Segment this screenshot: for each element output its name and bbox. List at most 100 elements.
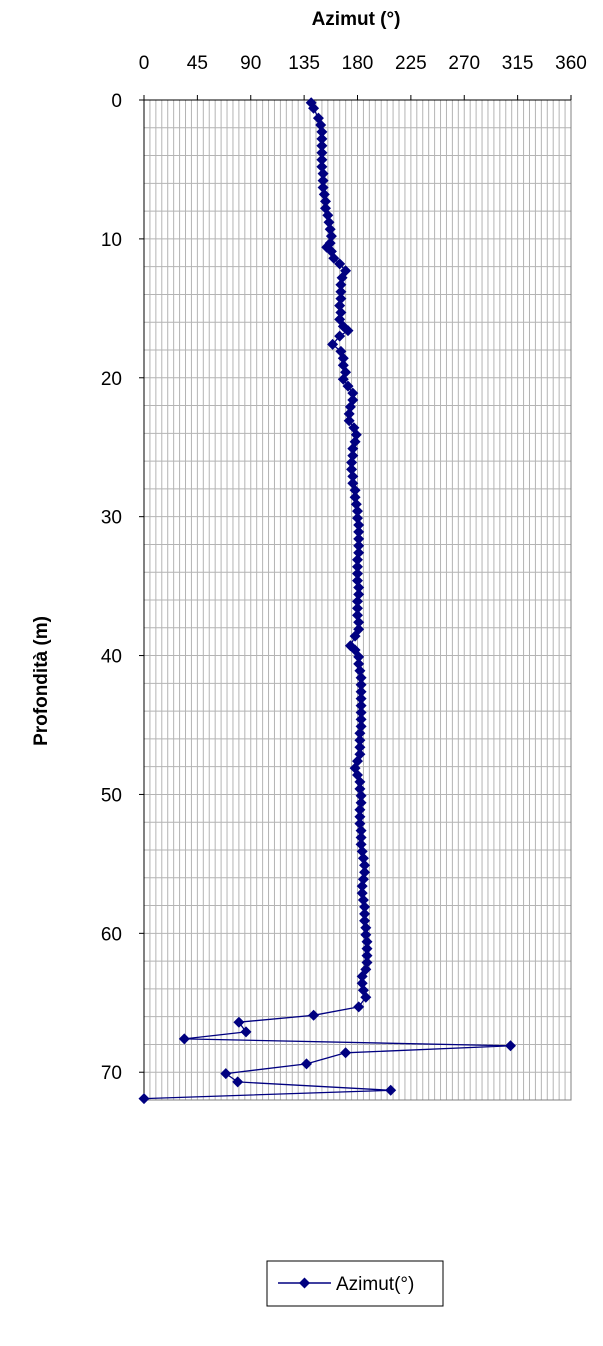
data-point-marker — [355, 713, 367, 725]
x-tick-label: 0 — [139, 53, 150, 74]
axes — [139, 95, 572, 1100]
data-point-marker — [308, 1009, 320, 1021]
data-point-marker — [349, 491, 361, 503]
data-point-marker — [318, 188, 330, 200]
data-point-marker — [337, 352, 349, 364]
data-point-marker — [356, 970, 368, 982]
data-point-marker — [347, 450, 359, 462]
series-layer — [138, 97, 516, 1105]
chart-title: Azimut (°) — [312, 9, 401, 30]
legend-marker-icon — [299, 1277, 310, 1289]
data-point-marker — [323, 216, 335, 228]
data-point-marker — [352, 595, 363, 607]
data-point-marker — [353, 588, 365, 600]
data-point-marker — [317, 182, 329, 193]
y-tick-label: 60 — [101, 924, 122, 945]
data-point-marker — [316, 126, 328, 138]
data-point-marker — [344, 401, 356, 413]
data-point-marker — [317, 175, 329, 187]
data-point-marker — [316, 154, 328, 166]
data-point-marker — [336, 272, 348, 284]
x-tick-label: 135 — [288, 53, 320, 74]
data-point-marker — [354, 783, 366, 795]
data-point-marker — [316, 161, 328, 173]
data-point-marker — [354, 776, 366, 788]
data-point-marker — [355, 832, 367, 843]
data-point-marker — [334, 330, 346, 342]
data-point-marker — [361, 957, 373, 968]
data-point-marker — [353, 547, 365, 559]
data-point-marker — [343, 415, 355, 427]
data-point-marker — [355, 838, 367, 850]
y-tick-label: 0 — [111, 91, 122, 112]
y-tick-label: 30 — [101, 508, 122, 529]
data-point-marker — [342, 380, 354, 392]
data-point-marker — [352, 609, 363, 621]
data-point-marker — [349, 484, 361, 496]
data-point-marker — [232, 1076, 244, 1088]
y-axis-label: Profondità (m) — [31, 616, 52, 746]
data-point-marker — [337, 373, 349, 385]
x-tick-label: 270 — [448, 53, 480, 74]
legend-label: Azimut(°) — [336, 1274, 414, 1295]
data-point-marker — [350, 498, 362, 510]
data-point-marker — [352, 602, 363, 614]
data-point-marker — [353, 616, 365, 628]
data-point-marker — [347, 443, 359, 455]
data-point-marker — [334, 300, 346, 312]
data-point-marker — [353, 1001, 365, 1013]
data-point-marker — [356, 887, 368, 899]
data-point-marker — [343, 408, 355, 420]
data-point-marker — [354, 665, 366, 677]
data-point-marker — [317, 168, 329, 180]
data-point-marker — [240, 1026, 252, 1038]
data-point-marker — [356, 880, 368, 892]
legend: Azimut(°) — [266, 1260, 444, 1307]
data-point-marker — [355, 693, 367, 705]
data-point-marker — [322, 209, 334, 221]
data-point-marker — [355, 797, 367, 809]
data-point-marker — [354, 804, 366, 816]
data-point-marker — [308, 102, 320, 114]
data-point-marker — [359, 901, 371, 913]
data-point-marker — [355, 672, 367, 684]
data-point-marker — [335, 279, 347, 291]
data-point-marker — [355, 686, 367, 698]
data-point-marker — [355, 720, 367, 732]
data-point-marker — [301, 1058, 312, 1070]
data-point-marker — [359, 866, 371, 878]
data-point-marker — [360, 929, 372, 941]
data-point-marker — [355, 700, 367, 712]
data-point-marker — [353, 540, 365, 552]
data-point-marker — [353, 533, 365, 545]
data-point-marker — [353, 651, 365, 663]
data-point-marker — [352, 561, 363, 573]
data-point-marker — [359, 908, 371, 920]
data-point-marker — [352, 575, 363, 587]
x-tick-label: 360 — [555, 53, 587, 74]
data-point-marker — [356, 845, 368, 857]
y-tick-label: 70 — [101, 1063, 122, 1084]
data-point-marker — [335, 293, 347, 305]
data-point-marker — [354, 727, 366, 739]
data-point-marker — [349, 630, 361, 642]
data-point-marker — [316, 140, 328, 152]
data-point-marker — [353, 519, 365, 531]
data-point-marker — [352, 554, 363, 566]
data-point-marker — [138, 1093, 150, 1105]
data-point-marker — [359, 915, 371, 927]
data-point-marker — [361, 950, 373, 962]
x-tick-label: 45 — [187, 53, 208, 74]
y-tick-label: 40 — [101, 647, 122, 668]
data-point-marker — [360, 991, 372, 1003]
data-point-marker — [220, 1068, 232, 1080]
data-point-marker — [357, 894, 369, 906]
y-tick-label: 20 — [101, 369, 122, 390]
x-tick-label: 90 — [240, 53, 261, 74]
data-point-marker — [505, 1040, 516, 1052]
data-point-marker — [335, 286, 347, 298]
data-point-marker — [316, 133, 328, 145]
data-point-marker — [356, 977, 368, 989]
data-point-marker — [357, 873, 369, 885]
data-point-marker — [328, 252, 340, 264]
